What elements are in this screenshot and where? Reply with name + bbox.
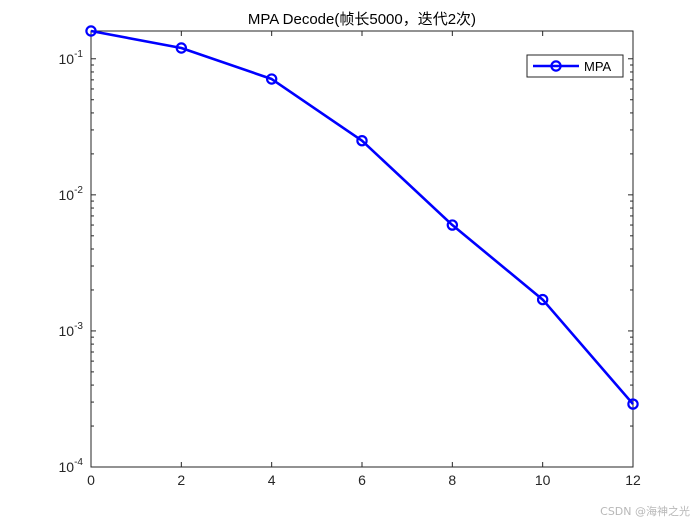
data-point [175, 42, 188, 54]
y-tick-label: 10-4 [59, 457, 84, 475]
x-tick-label: 2 [177, 472, 185, 488]
x-tick-label: 8 [448, 472, 456, 488]
data-point [85, 25, 97, 37]
x-tick-label: 4 [268, 472, 276, 488]
chart-title: MPA Decode(帧长5000，迭代2次) [248, 11, 476, 28]
x-tick-label: 0 [87, 472, 95, 488]
x-tick-label: 10 [535, 472, 551, 488]
watermark-text: CSDN @海神之光 [600, 505, 690, 518]
y-tick-label: 10-2 [59, 185, 84, 203]
data-point [446, 219, 459, 231]
y-tick-label: 10-1 [59, 49, 84, 67]
data-point [536, 293, 549, 306]
y-tick-label: 10-3 [59, 321, 84, 339]
x-tick-label: 12 [625, 472, 641, 488]
x-axis: 0 2 4 6 8 10 12 [87, 31, 641, 488]
legend-marker [550, 60, 562, 72]
legend: MPA [526, 54, 624, 78]
data-point [627, 398, 639, 410]
plot-area [90, 30, 634, 468]
legend-label: MPA [584, 59, 612, 74]
series-layer [85, 25, 639, 410]
y-axis: 10-4 10-3 10-2 10-1 [59, 49, 633, 475]
data-point [265, 73, 278, 85]
x-tick-label: 6 [358, 472, 366, 488]
data-point [356, 135, 368, 147]
series-line-mpa [90, 29, 634, 405]
